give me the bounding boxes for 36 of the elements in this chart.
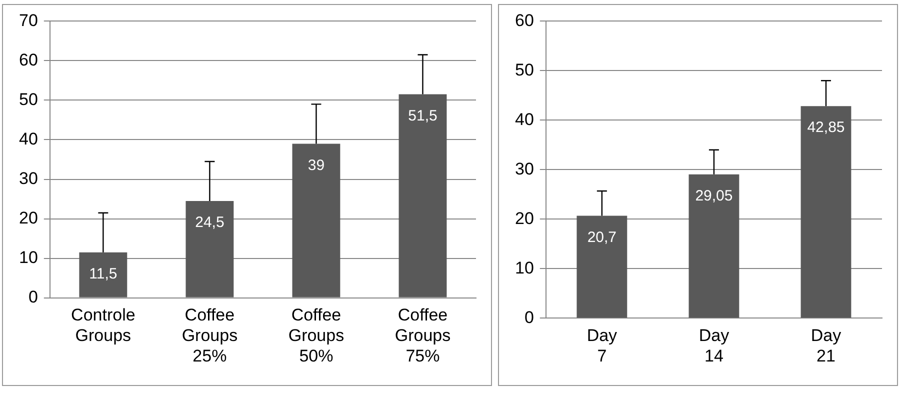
y-tick-label: 50: [514, 60, 534, 80]
y-tick-label: 20: [514, 208, 534, 228]
y-tick-label: 10: [18, 248, 38, 267]
y-tick-label: 60: [18, 50, 38, 70]
bar: [292, 144, 340, 298]
x-tick-label: Coffee Groups 75%: [394, 306, 451, 366]
y-tick-label: 0: [28, 287, 38, 306]
y-tick-label: 20: [18, 208, 38, 228]
x-tick-label: Day 7: [586, 326, 618, 366]
x-tick-label: Coffee Groups 50%: [288, 306, 344, 366]
data-label: 24,5: [195, 214, 224, 232]
bar: [800, 106, 852, 318]
x-tick-label: Day 21: [810, 326, 842, 366]
y-tick-label: 30: [514, 159, 534, 178]
x-tick-label: Controle Groups: [71, 306, 136, 346]
y-tick-label: 10: [514, 258, 534, 278]
bar: [576, 216, 628, 318]
y-tick-label: 60: [514, 10, 534, 30]
bar: [688, 174, 740, 318]
data-label: 39: [308, 156, 325, 174]
y-tick-label: 70: [18, 10, 38, 30]
data-label: 51,5: [408, 107, 438, 124]
data-label: 11,5: [89, 266, 118, 282]
bar: [186, 200, 234, 298]
bar: [79, 252, 128, 298]
bar: [398, 94, 447, 298]
y-tick-label: 50: [18, 90, 38, 109]
y-tick-label: 30: [18, 168, 38, 188]
y-tick-label: 40: [18, 129, 38, 148]
data-label: 29,05: [695, 188, 733, 205]
y-tick-label: 0: [524, 308, 534, 327]
data-label: 42,85: [807, 119, 845, 136]
x-tick-label: Day 14: [698, 326, 730, 366]
x-tick-label: Coffee Groups 25%: [182, 306, 238, 366]
y-tick-label: 40: [514, 110, 534, 129]
data-label: 20,7: [587, 228, 617, 246]
